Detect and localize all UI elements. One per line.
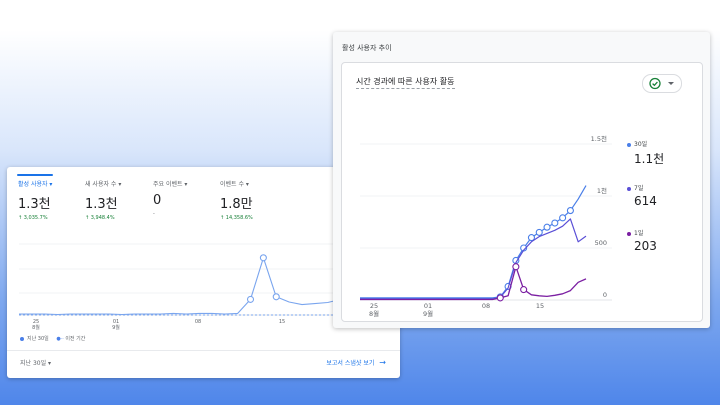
series-line-1 [19, 257, 393, 316]
x-tick-day: 25 [370, 302, 378, 310]
metric-label: 이벤트 수 ▾ [220, 181, 249, 188]
x-tick-day: 08 [195, 319, 201, 325]
series-line-1 [360, 185, 587, 299]
chevron-down-icon [668, 82, 674, 85]
y-tick-label: 1.5천 [591, 134, 607, 143]
y-tick-label: 500 [595, 239, 607, 247]
series-dot-icon [627, 186, 631, 191]
view-report-label: 보고서 스냅샷 보기 [326, 360, 375, 367]
comparison-toggle-button[interactable] [642, 74, 682, 93]
trend-panel: 시간 경과에 따른 사용자 활동 1.5천 1천 500 0 25 8월 01 9월 08 15… [341, 62, 703, 322]
metric-change: - [153, 211, 155, 217]
x-tick-day: 15 [279, 319, 285, 325]
active-users-trend-card: 활성 사용자 추이 시간 경과에 따른 사용자 활동 1.5천 1천 500 0 25… [333, 32, 710, 328]
series-point [272, 293, 280, 301]
legend-current: 지난 30일 [27, 336, 49, 342]
x-tick-month: 9월 [112, 324, 120, 331]
metric-change: ↑ 14,358.6% [220, 215, 253, 221]
x-tick-month: 9월 [423, 309, 433, 318]
metric-key-events[interactable]: 주요 이벤트 ▾ 0 - [153, 179, 187, 217]
legend-7d: 7일 614 [627, 183, 657, 208]
series-dot-icon [627, 142, 631, 147]
metric-new-users[interactable]: 새 사용자 수 ▾ 1.3천 ↑ 3,948.4% [85, 179, 121, 221]
arrow-right-icon: → [379, 358, 386, 367]
legend-previous: 이전 기간 [65, 336, 86, 342]
x-tick-day: 01 [424, 302, 432, 310]
metric-value: 1.3천 [18, 197, 51, 212]
metric-label: 주요 이벤트 ▾ [153, 181, 188, 188]
metric-value: 0 [153, 193, 162, 208]
series-point [566, 207, 574, 215]
x-tick-day: 15 [536, 302, 544, 310]
series-point [527, 234, 535, 242]
series-line-2 [360, 218, 587, 300]
series-point [535, 228, 543, 236]
active-tab-indicator [17, 174, 53, 176]
x-tick-day: 08 [482, 302, 490, 310]
metric-change: ↑ 3,035.7% [18, 215, 48, 221]
view-report-link[interactable]: 보고서 스냅샷 보기 → [326, 358, 386, 367]
right-y-ticks: 1.5천 1천 500 0 [591, 134, 607, 299]
metric-label: 새 사용자 수 ▾ [85, 181, 122, 188]
legend-value: 203 [634, 239, 657, 253]
divider [7, 350, 400, 351]
series-point [512, 263, 520, 271]
right-gridlines [360, 143, 612, 301]
legend-value: 614 [634, 194, 657, 208]
series-point [496, 294, 504, 302]
y-tick-label: 0 [603, 291, 607, 299]
series-point [559, 214, 567, 222]
check-circle-icon [649, 77, 674, 90]
legend-label: 1일 [634, 230, 644, 237]
x-tick-month: 8월 [32, 324, 40, 331]
metric-value: 1.3천 [85, 197, 118, 212]
metric-value: 1.8만 [220, 197, 253, 212]
series-line-3 [360, 266, 587, 301]
card-title: 활성 사용자 추이 [342, 44, 392, 52]
legend-label: 30일 [634, 141, 648, 148]
metric-label: 활성 사용자 ▾ [18, 181, 53, 188]
date-range-dropdown[interactable]: 지난 30일 ▾ [20, 360, 52, 367]
legend-label: 7일 [634, 185, 644, 192]
current-dot-icon [20, 336, 24, 341]
x-tick-day: 25 [33, 319, 39, 325]
series-point [246, 295, 255, 303]
chart-title: 시간 경과에 따른 사용자 활동 [356, 76, 455, 89]
series-point [543, 223, 551, 231]
left-gridlines [19, 243, 392, 316]
series-point [259, 254, 267, 262]
metric-active-users[interactable]: 활성 사용자 ▾ 1.3천 ↑ 3,035.7% [18, 179, 52, 221]
left-chart-legend: 지난 30일 ●┈ 이전 기간 [20, 335, 85, 342]
dashed-line-icon: ●┈ [56, 336, 64, 342]
legend-30d: 30일 1.1천 [627, 139, 664, 167]
metric-change: ↑ 3,948.4% [85, 215, 115, 221]
y-tick-label: 1천 [597, 186, 607, 195]
x-tick-month: 8월 [369, 309, 379, 318]
legend-1d: 1일 203 [627, 228, 657, 253]
series-dot-icon [627, 231, 631, 236]
series-point [520, 286, 528, 294]
right-series-layer [360, 185, 587, 302]
legend-value: 1.1천 [634, 152, 665, 166]
x-tick-day: 01 [113, 319, 119, 325]
left-series-layer [19, 254, 393, 316]
metric-event-count[interactable]: 이벤트 수 ▾ 1.8만 ↑ 14,358.6% [220, 179, 253, 221]
series-point [551, 219, 559, 227]
